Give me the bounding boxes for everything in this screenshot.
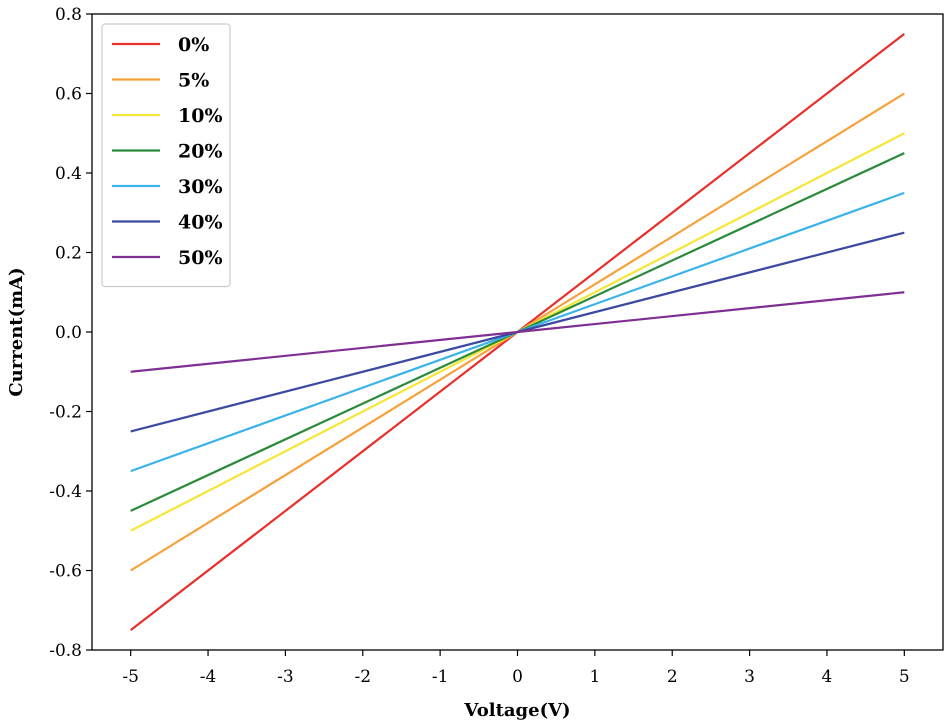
y-axis-label: Current(mA)	[6, 267, 27, 396]
y-tick-label: 0.2	[55, 244, 82, 264]
x-tick-label: 2	[667, 667, 678, 687]
x-tick-label: 5	[899, 667, 910, 687]
legend-label: 20%	[178, 141, 223, 163]
y-tick-label: 0.8	[55, 5, 82, 25]
series-layer	[130, 33, 905, 632]
x-tick-label: 0	[512, 667, 523, 687]
x-tick-label: -3	[277, 667, 294, 687]
axes-layer: -5 -4 -3 -2 -1 0 1 2 3 4 5 -0.8 -0.6 -0.4 -0.2 0.0 0.2 0.…	[49, 5, 944, 687]
x-tick-label: 1	[589, 667, 600, 687]
y-tick-label: -0.6	[49, 562, 82, 582]
y-tick-label: 0.0	[55, 323, 82, 343]
y-tick-label: -0.2	[49, 403, 82, 423]
x-axis-label: Voltage(V)	[463, 700, 570, 721]
y-tick-label: 0.6	[55, 85, 82, 105]
x-tick-label: -1	[432, 667, 449, 687]
legend-label: 0%	[178, 34, 209, 56]
legend-label: 40%	[178, 212, 223, 234]
legend-label: 5%	[178, 70, 209, 92]
y-tick-label: -0.8	[49, 641, 82, 661]
legend-label: 30%	[178, 176, 223, 198]
y-tick-label: -0.4	[49, 482, 82, 502]
series-line-50pct	[130, 291, 905, 373]
legend: 0% 5% 10% 20% 30% 40% 50%	[101, 23, 231, 288]
x-tick-label: -5	[122, 667, 139, 687]
x-tick-label: -4	[200, 667, 217, 687]
y-tick-label: 0.4	[55, 164, 82, 184]
x-tick-label: 4	[822, 667, 833, 687]
x-tick-label: 3	[744, 667, 755, 687]
legend-label: 50%	[178, 247, 223, 269]
legend-label: 10%	[178, 105, 223, 127]
x-tick-label: -2	[354, 667, 371, 687]
